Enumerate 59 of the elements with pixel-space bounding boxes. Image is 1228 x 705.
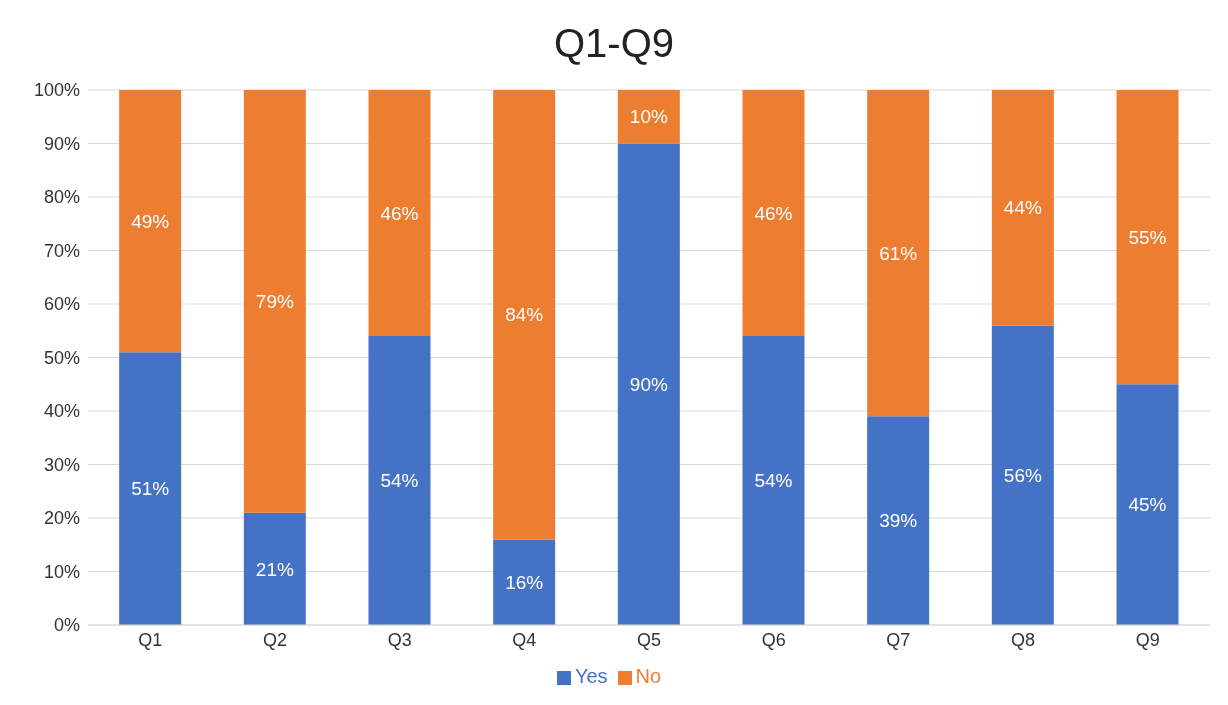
bar	[867, 416, 930, 625]
data-label: 55%	[1128, 226, 1167, 248]
data-label: 46%	[754, 202, 793, 224]
data-label: 54%	[754, 470, 793, 492]
data-label: 84%	[505, 304, 544, 326]
chart-title: Q1-Q9	[552, 20, 675, 67]
bar	[243, 512, 306, 625]
data-label: 61%	[879, 242, 918, 264]
x-tick-label: Q4	[512, 629, 537, 650]
data-label: 79%	[255, 291, 294, 313]
data-label: 16%	[505, 571, 544, 593]
data-label: 21%	[255, 558, 294, 580]
data-label: 54%	[380, 470, 419, 492]
x-tick-label: Q2	[262, 629, 288, 650]
data-label: 90%	[629, 373, 668, 395]
y-tick-label: 50%	[43, 347, 80, 368]
data-label: 49%	[131, 210, 170, 232]
y-tick-label: 20%	[43, 508, 80, 529]
x-tick-label: Q8	[1010, 629, 1036, 650]
y-tick-label: 100%	[33, 80, 80, 101]
y-tick-label: 30%	[43, 454, 80, 475]
data-label: 44%	[1003, 197, 1042, 219]
y-tick-label: 60%	[43, 294, 80, 315]
bar	[368, 336, 431, 625]
y-tick-label: 40%	[43, 401, 80, 422]
x-tick-label: Q7	[886, 629, 911, 650]
bar	[119, 352, 182, 625]
bar	[991, 90, 1054, 326]
bar	[1116, 384, 1179, 625]
bar	[1116, 90, 1179, 385]
bar	[493, 90, 556, 540]
y-tick-label: 70%	[43, 240, 80, 261]
y-tick-label: 90%	[43, 133, 80, 154]
x-tick-label: Q3	[387, 629, 412, 650]
bar	[742, 90, 805, 337]
bar	[867, 90, 930, 417]
bar	[742, 336, 805, 625]
bar	[991, 325, 1054, 625]
bar	[119, 90, 182, 353]
data-label: 46%	[380, 202, 419, 224]
x-tick-label: Q9	[1135, 629, 1160, 650]
data-label: 45%	[1128, 494, 1167, 516]
bar	[617, 90, 680, 144]
data-label: 10%	[629, 106, 668, 128]
bar	[368, 90, 431, 337]
bar	[617, 143, 680, 625]
legend-label: No	[635, 665, 662, 687]
data-label: 56%	[1003, 464, 1042, 486]
data-label: 51%	[131, 478, 170, 500]
y-tick-label: 80%	[43, 187, 80, 208]
x-tick-label: Q1	[138, 629, 163, 650]
legend-label: Yes	[574, 665, 608, 687]
bar	[493, 539, 556, 625]
x-tick-label: Q5	[636, 629, 662, 650]
bar	[243, 90, 306, 513]
y-tick-label: 0%	[53, 615, 80, 636]
y-tick-label: 10%	[43, 561, 80, 582]
x-tick-label: Q6	[761, 629, 786, 650]
data-label: 39%	[879, 510, 918, 532]
